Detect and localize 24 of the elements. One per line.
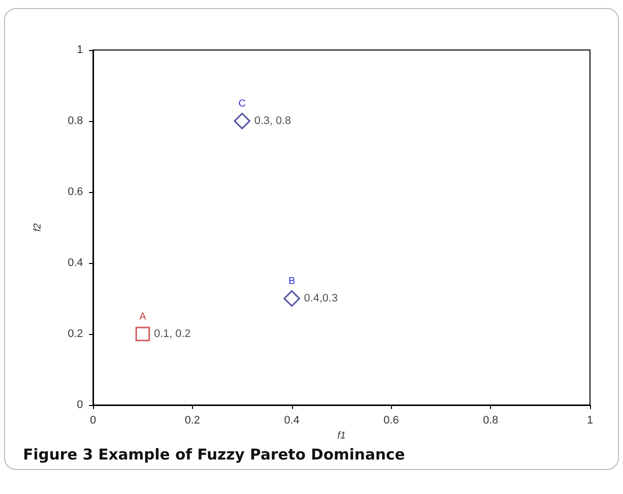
point [234,112,250,130]
y-tick-label: 0.4 [68,257,83,269]
x-tick-label: 0 [90,414,96,426]
x-axis-title: f1 [337,430,346,442]
series-label: A [139,312,146,322]
data-label: 0.4,0.3 [304,292,338,304]
x-tick-label: 0.4 [284,414,300,426]
x-tick-label: 0.2 [184,414,200,426]
data-label: 0.3, 0.8 [254,115,292,127]
text: Figure 3 Example of Fuzzy Pareto Dominance [23,446,405,464]
x-tick-label: 0.8 [482,414,498,426]
y-tick-label: 1 [76,44,83,56]
y-tick-label: 0.2 [68,328,83,340]
data-label: 0.1, 0.2 [154,328,191,340]
x-tick-label: 1 [586,414,594,426]
point [135,326,150,342]
series-label: B [288,276,296,287]
series-label: C [238,98,246,110]
y-tick-label: 0.6 [68,186,83,198]
point [284,290,300,307]
y-tick-label: 0 [76,399,83,411]
y-axis-title: f2 [32,222,44,232]
y-tick-label: 0.8 [68,115,83,127]
x-tick-label: 0.6 [384,414,399,426]
